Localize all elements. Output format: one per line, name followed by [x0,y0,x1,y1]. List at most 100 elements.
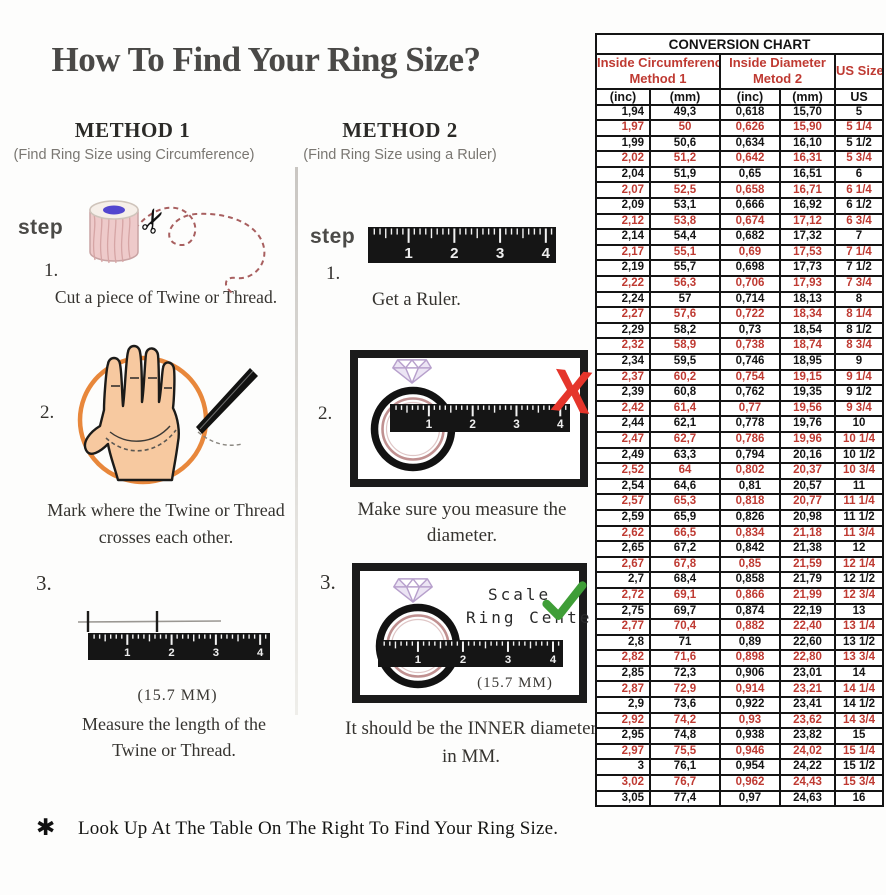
table-row: 2,14 54,4 0,682 17,32 7 [595,228,885,246]
table-row: 2,47 62,7 0,786 19,96 10 1/4 [595,430,885,449]
table-row: 2,67 67,8 0,85 21,59 12 1/4 [595,555,885,574]
conversion-table: CONVERSION CHART Inside Circumference Met… [594,33,885,808]
ruler-method2-step1: 1 2 3 4 [368,227,556,263]
method2-step1-number: 1. [326,263,341,284]
table-row: 2,49 63,3 0,794 20,16 10 1/2 [595,446,885,465]
subheader-us: US [833,87,885,106]
diamond-icon [392,359,432,384]
pen-icon [196,368,258,434]
table-row: 2,44 62,1 0,778 19,76 10 [595,415,885,433]
method1-measurement: (15.7 MM) [137,687,218,704]
table-row: 2,02 51,2 0,642 16,31 5 3/4 [595,150,885,168]
column-group-circumference: Inside Circumference Method 1 [595,53,721,90]
svg-text:1: 1 [415,654,421,666]
svg-text:4: 4 [257,647,264,659]
ruler-method1: 1 2 3 4 [88,633,270,660]
table-row: 2,09 53,1 0,666 16,92 6 1/2 [595,197,885,215]
table-row: 2,85 72,3 0,906 23,01 14 [595,664,885,683]
svg-text:3: 3 [513,418,520,431]
method1-step2-caption-line1: Mark where the Twine or Thread [47,500,285,520]
method1-step2-number: 2. [40,402,55,423]
table-row: 2,8 71 0,89 22,60 13 1/2 [595,633,885,652]
method2-step3-caption-line1: It should be the INNER diameter [345,718,597,739]
method1-step3-caption-line1: Measure the length of the [82,714,266,734]
svg-text:2: 2 [460,654,466,666]
table-row: 2,12 53,8 0,674 17,12 6 3/4 [595,212,885,231]
method1-step1-number: 1. [44,260,59,281]
table-row: 2,92 74,2 0,93 23,62 14 3/4 [595,711,885,730]
svg-text:2: 2 [450,245,458,262]
svg-text:3: 3 [213,647,219,659]
table-row: 2,54 64,6 0,81 20,57 11 [595,477,885,496]
method1-subheading: (Find Ring Size using Circumference) [13,147,255,163]
scale-label-line2: Ring Center [466,608,605,627]
method1-step2-caption-line2: crosses each other. [98,527,234,547]
table-row: 2,95 74,8 0,938 23,82 15 [595,727,885,745]
table-row: 2,22 56,3 0,706 17,93 7 3/4 [595,275,885,293]
table-row: 2,82 71,6 0,898 22,80 13 3/4 [595,649,885,667]
table-row: 2,27 57,6 0,722 18,34 8 1/4 [595,306,885,324]
table-row: 1,94 49,3 0,618 15,70 5 [595,103,885,122]
method1-step1-caption: Cut a piece of Twine or Thread. [54,287,278,307]
svg-text:1: 1 [124,647,130,659]
table-row: 2,72 69,1 0,866 21,99 12 3/4 [595,586,885,605]
table-row: 2,57 65,3 0,818 20,77 11 1/4 [595,493,885,511]
wrong-x-icon: X [548,356,596,427]
ruler-correct-box: 1 2 3 4 [378,640,563,667]
table-row: 2,07 52,5 0,658 16,71 6 1/4 [595,181,885,200]
svg-text:4: 4 [550,654,557,666]
method2-subheading: (Find Ring Size using a Ruler) [303,147,497,163]
footnote-text: Look Up At The Table On The Right To Fin… [78,818,559,839]
svg-text:3: 3 [505,654,511,666]
table-row: 3 76,1 0,954 24,22 15 1/2 [595,758,885,777]
table-row: 3,02 76,7 0,962 24,43 15 3/4 [595,774,885,792]
method2-step1-caption: Get a Ruler. [372,290,461,310]
footnote-asterisk-icon: ✱ [36,815,56,840]
table-row: 3,05 77,4 0,97 24,63 16 [595,789,885,808]
diamond-icon [393,578,433,603]
table-row: 2,17 55,1 0,69 17,53 7 1/4 [595,243,885,262]
table-row: 2,77 70,4 0,882 22,40 13 1/4 [595,618,885,636]
table-row: 2,39 60,8 0,762 19,35 9 1/2 [595,384,885,402]
table-row: 2,24 57 0,714 18,13 8 [595,290,885,309]
subheader-inc-1: (inc) [595,87,651,106]
table-row: 2,34 59,5 0,746 18,95 9 [595,353,885,371]
table-row: 2,97 75,5 0,946 24,02 15 1/4 [595,742,885,761]
wrong-measure-box: 1 2 3 4 X [350,350,595,487]
svg-text:3: 3 [496,245,504,262]
svg-text:1: 1 [404,245,412,262]
method1-step-label: step [18,216,64,239]
svg-text:2: 2 [469,418,476,431]
thread-curve [125,206,266,295]
method2-step2-number: 2. [318,403,333,424]
column-divider [295,167,298,715]
table-row: 2,32 58,9 0,738 18,74 8 3/4 [595,337,885,355]
scale-label-line1: Scale [488,585,552,604]
table-row: 2,7 68,4 0,858 21,79 12 1/2 [595,571,885,589]
subheader-mm-1: (mm) [649,87,721,106]
table-row: 1,97 50 0,626 15,90 5 1/4 [595,119,885,137]
table-row: 2,65 67,2 0,842 21,38 12 [595,540,885,558]
svg-text:4: 4 [557,418,564,431]
table-row: 2,87 72,9 0,914 23,21 14 1/4 [595,680,885,699]
page-title: How To Find Your Ring Size? [51,40,481,79]
method2-step2-caption: Make sure you measure the diameter. [357,499,567,546]
table-row: 2,9 73,6 0,922 23,41 14 1/2 [595,696,885,714]
table-title: CONVERSION CHART [594,33,885,55]
subheader-inc-2: (inc) [719,87,781,106]
svg-text:1: 1 [426,418,433,431]
method1-step3-caption-line2: Twine or Thread. [112,740,236,760]
table-row: 2,37 60,2 0,754 19,15 9 1/4 [595,368,885,387]
svg-text:2: 2 [168,647,174,659]
ruler-wrong-box: 1 2 3 4 [390,404,570,432]
thread-measured [77,611,222,632]
table-row: 2,62 66,5 0,834 21,18 11 3/4 [595,524,885,543]
subheader-mm-2: (mm) [779,87,836,106]
column-group-us-sizes: US Sizes [833,53,885,90]
table-row: 2,29 58,2 0,73 18,54 8 1/2 [595,321,885,340]
hand-illustration [77,344,258,485]
table-row: 2,59 65,9 0,826 20,98 11 1/2 [595,508,885,527]
svg-text:4: 4 [542,245,551,262]
conversion-chart-region: CONVERSION CHART Inside Circumference Met… [594,33,885,808]
